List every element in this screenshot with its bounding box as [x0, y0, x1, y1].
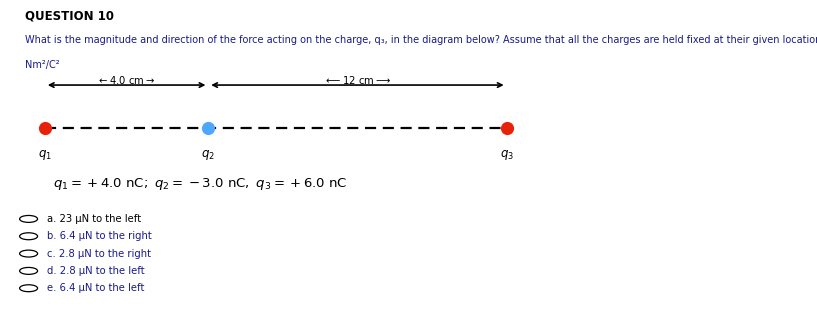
Text: $\longleftarrow$12 cm$\longrightarrow$: $\longleftarrow$12 cm$\longrightarrow$ [324, 74, 391, 86]
Point [500, 125, 513, 130]
Text: Nm²/C²: Nm²/C² [25, 60, 59, 70]
Text: b. 6.4 μN to the right: b. 6.4 μN to the right [47, 231, 152, 241]
Text: $q_1$: $q_1$ [38, 148, 52, 162]
Text: $q_3$: $q_3$ [499, 148, 514, 162]
Text: $\leftarrow$4.0 cm$\rightarrow$: $\leftarrow$4.0 cm$\rightarrow$ [97, 74, 156, 86]
Text: a. 23 μN to the left: a. 23 μN to the left [47, 214, 141, 224]
Text: e. 6.4 μN to the left: e. 6.4 μN to the left [47, 283, 145, 293]
Text: $q_2$: $q_2$ [201, 148, 216, 162]
Point [38, 125, 51, 130]
Text: QUESTION 10: QUESTION 10 [25, 9, 114, 22]
Text: d. 2.8 μN to the left: d. 2.8 μN to the left [47, 266, 145, 276]
Text: $q_1 = +4.0\ \mathrm{nC};\ q_2 = -3.0\ \mathrm{nC},\ q_3 = +6.0\ \mathrm{nC}$: $q_1 = +4.0\ \mathrm{nC};\ q_2 = -3.0\ \… [53, 176, 347, 192]
Text: c. 2.8 μN to the right: c. 2.8 μN to the right [47, 249, 151, 259]
Text: What is the magnitude and direction of the force acting on the charge, q₃, in th: What is the magnitude and direction of t… [25, 35, 817, 45]
Point [202, 125, 215, 130]
